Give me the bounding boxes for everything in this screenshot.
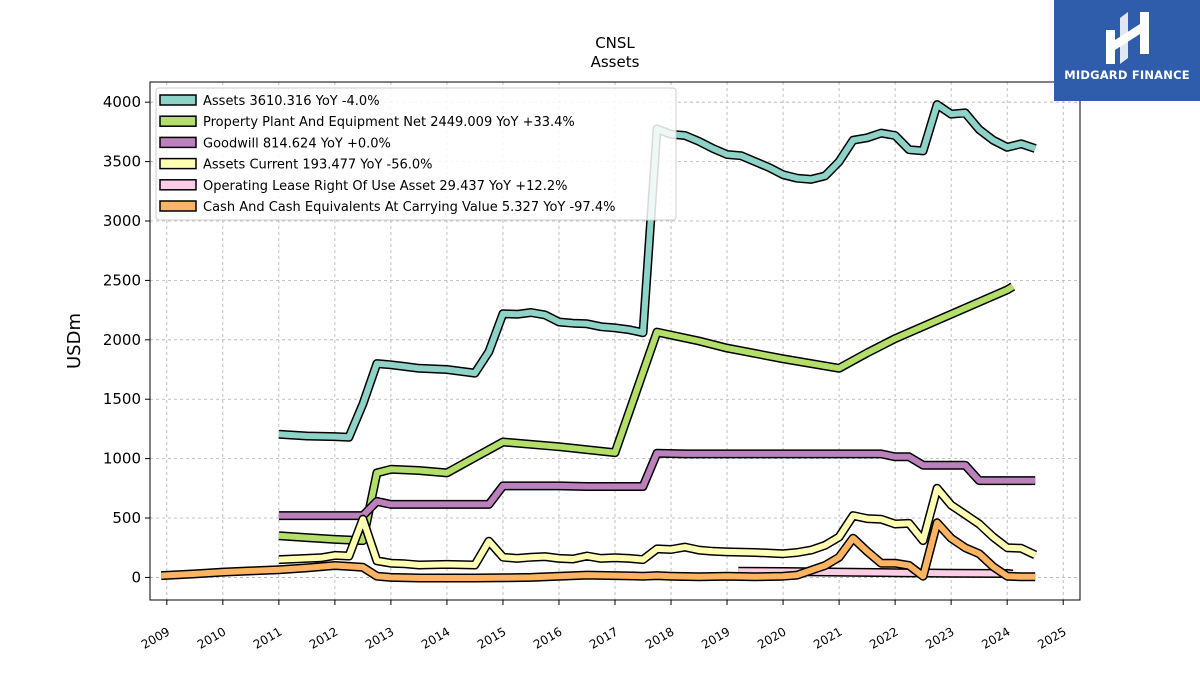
series-outline xyxy=(278,483,1038,570)
legend-swatch xyxy=(159,179,197,191)
x-axis-ticks: 2009 2010 2011 2012 2013 2014 2015 2016 2017 2018… xyxy=(139,600,1069,652)
x-tick-label: 2010 xyxy=(195,624,228,651)
midgard-logo-icon xyxy=(1106,12,1149,64)
y-tick-label: 2000 xyxy=(103,331,141,349)
legend-swatch xyxy=(159,157,197,170)
y-tick-label: 1500 xyxy=(103,390,141,408)
x-tick-label: 2023 xyxy=(923,624,956,651)
x-tick-label: 2024 xyxy=(979,624,1012,651)
brand-name: MIDGARD FINANCE xyxy=(1064,68,1190,82)
y-axis-label: USDm xyxy=(64,313,85,369)
x-tick-label: 2020 xyxy=(755,624,788,651)
x-tick-label: 2012 xyxy=(307,624,340,651)
y-tick-label: 4000 xyxy=(103,93,141,111)
legend: Assets 3610.316 YoY -4.0% Property Plant … xyxy=(155,87,677,221)
legend-entry: Operating Lease Right Of Use Asset 29.43… xyxy=(203,179,567,194)
y-tick-label: 1000 xyxy=(103,450,141,468)
y-tick-label: 0 xyxy=(131,568,141,586)
series-line xyxy=(278,101,1037,441)
series-line xyxy=(278,450,1036,519)
x-tick-label: 2009 xyxy=(139,624,172,651)
legend-entry: Goodwill 814.624 YoY +0.0% xyxy=(203,136,391,151)
x-tick-label: 2021 xyxy=(811,624,844,651)
legend-swatch xyxy=(159,115,197,127)
y-tick-label: 3500 xyxy=(103,153,141,171)
x-tick-label: 2018 xyxy=(643,624,676,651)
legend-entry: Assets 3610.316 YoY -4.0% xyxy=(203,94,380,109)
series-layer xyxy=(160,100,1038,583)
legend-entry: Property Plant And Equipment Net 2449.00… xyxy=(203,115,575,130)
x-tick-label: 2013 xyxy=(363,624,396,651)
y-tick-label: 2500 xyxy=(103,271,141,289)
series-assets xyxy=(278,100,1037,442)
x-tick-label: 2022 xyxy=(867,624,900,651)
legend-swatch xyxy=(159,136,197,149)
chart-subtitle: Assets xyxy=(591,53,640,71)
x-tick-label: 2017 xyxy=(587,624,620,651)
x-tick-label: 2014 xyxy=(419,624,452,651)
chart-title: CNSL xyxy=(595,34,635,52)
legend-swatch xyxy=(159,200,197,212)
series-assets-current xyxy=(278,483,1038,570)
y-tick-label: 3000 xyxy=(103,212,141,230)
x-tick-label: 2025 xyxy=(1035,624,1068,651)
x-tick-label: 2019 xyxy=(699,624,732,651)
series-line xyxy=(278,485,1037,568)
legend-swatch xyxy=(159,94,197,106)
series-line xyxy=(161,519,1036,581)
x-tick-label: 2011 xyxy=(251,624,284,651)
legend-box xyxy=(155,87,677,221)
legend-entry: Cash And Cash Equivalents At Carrying Va… xyxy=(203,200,615,215)
y-axis-ticks: 0 500 1000 1500 2000 2500 3000 3500 4000 xyxy=(103,93,150,586)
series-goodwill xyxy=(278,448,1036,521)
x-tick-label: 2015 xyxy=(475,624,508,651)
brand-logo: MIDGARD FINANCE xyxy=(1054,0,1200,101)
legend-entry: Assets Current 193.477 YoY -56.0% xyxy=(203,158,433,173)
x-tick-label: 2016 xyxy=(531,624,564,651)
series-cash-and-cash-equivalents-at-carrying-value xyxy=(160,518,1036,583)
y-tick-label: 500 xyxy=(112,509,141,527)
